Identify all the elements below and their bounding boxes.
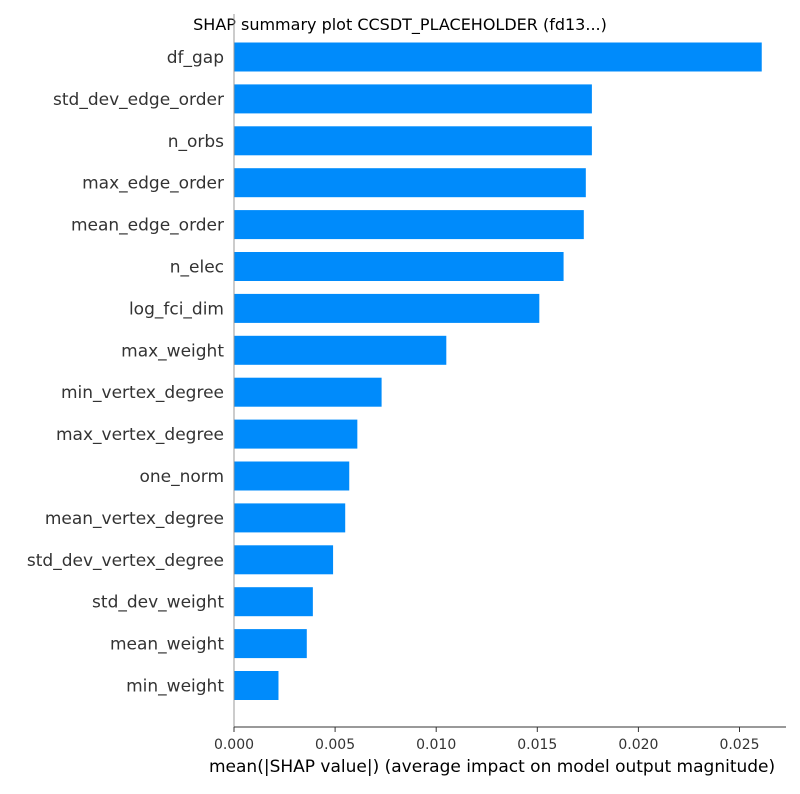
bar-mean-weight bbox=[234, 629, 307, 659]
bars-group bbox=[234, 42, 762, 700]
y-tick-label: mean_edge_order bbox=[71, 216, 224, 236]
bar-max-edge-order bbox=[234, 168, 586, 198]
y-tick-label: min_vertex_degree bbox=[61, 383, 224, 403]
x-tick-label: 0.000 bbox=[214, 737, 254, 753]
y-tick-label: df_gap bbox=[167, 48, 224, 68]
y-tick-label: n_elec bbox=[170, 258, 224, 278]
bar-max-vertex-degree bbox=[234, 419, 358, 449]
y-tick-label: n_orbs bbox=[168, 132, 224, 152]
x-tick-label: 0.025 bbox=[719, 737, 759, 753]
y-tick-label: mean_weight bbox=[110, 635, 224, 655]
chart-title: SHAP summary plot CCSDT_PLACEHOLDER (fd1… bbox=[193, 15, 607, 35]
bar-n-elec bbox=[234, 252, 564, 281]
bar-n-orbs bbox=[234, 126, 592, 156]
bar-mean-edge-order bbox=[234, 210, 584, 240]
y-tick-label: max_weight bbox=[121, 341, 224, 361]
x-tick-label: 0.010 bbox=[416, 737, 456, 753]
bar-log-fci-dim bbox=[234, 293, 540, 323]
y-tick-label: log_fci_dim bbox=[129, 299, 224, 319]
y-tick-label: std_dev_vertex_degree bbox=[27, 551, 224, 571]
y-tick-label: one_norm bbox=[139, 467, 224, 487]
y-tick-label: std_dev_weight bbox=[92, 593, 224, 613]
x-ticks-group: 0.000 0.005 0.010 0.015 0.020 0.025 bbox=[214, 727, 760, 753]
bar-min-vertex-degree bbox=[234, 377, 382, 407]
bar-min-weight bbox=[234, 671, 279, 700]
bar-one-norm bbox=[234, 461, 350, 491]
y-tick-label: min_weight bbox=[126, 677, 224, 697]
bar-std-dev-weight bbox=[234, 587, 313, 617]
bar-df-gap bbox=[234, 42, 762, 72]
x-tick-label: 0.005 bbox=[315, 737, 355, 753]
y-tick-labels: df_gap std_dev_edge_order n_orbs max_edge_o… bbox=[27, 48, 224, 697]
y-tick-label: std_dev_edge_order bbox=[53, 90, 224, 110]
x-axis-label: mean(|SHAP value|) (average impact on mo… bbox=[209, 757, 775, 777]
x-tick-label: 0.015 bbox=[517, 737, 557, 753]
y-tick-label: max_vertex_degree bbox=[56, 425, 224, 445]
y-tick-label: max_edge_order bbox=[82, 174, 224, 194]
bar-max-weight bbox=[234, 335, 447, 365]
bar-std-dev-vertex-degree bbox=[234, 545, 334, 575]
bar-mean-vertex-degree bbox=[234, 503, 346, 533]
x-tick-label: 0.020 bbox=[618, 737, 658, 753]
y-tick-label: mean_vertex_degree bbox=[45, 509, 224, 529]
bar-std-dev-edge-order bbox=[234, 84, 592, 114]
